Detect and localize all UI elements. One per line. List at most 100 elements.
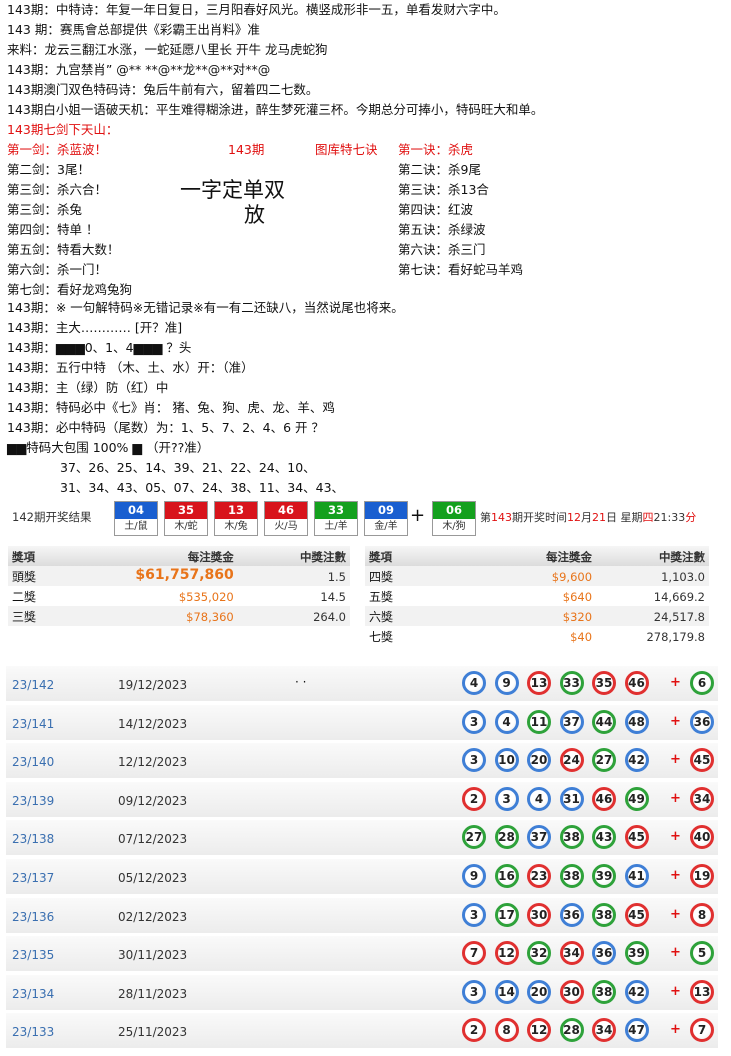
history-ball: 23 [527, 864, 551, 888]
result-ball: 35 木/蛇 [164, 501, 208, 536]
prize-row-bg [365, 606, 709, 626]
history-ball: 9 [462, 864, 486, 888]
history-special: 34 [690, 786, 714, 811]
history-ball: 12 [527, 1018, 551, 1043]
history-issue: 23/136 [12, 909, 55, 924]
history-ball: 38 [559, 864, 584, 888]
result-ball: 04 土/鼠 [114, 501, 158, 536]
history-ball: 34 [592, 1018, 616, 1043]
history-ball: 33 [559, 671, 584, 695]
next-draw-part: 21 [592, 511, 606, 524]
history-ball: 3 [462, 979, 486, 1004]
history-ball: 34 [559, 941, 584, 966]
sword-line: 第四诀：红波 [398, 202, 474, 217]
sword-line: 第三剑：杀兔 [7, 202, 83, 217]
history-ball: 45 [624, 902, 649, 927]
result-number: 13 [215, 502, 257, 519]
center-issue: 143期 [228, 142, 265, 157]
sword-line: 第三剑：杀六合！ [7, 182, 108, 197]
history-ball: 4 [462, 671, 486, 695]
history-issue: 23/138 [12, 832, 55, 847]
next-draw-part: 143 [491, 511, 512, 524]
history-special: 7 [690, 1018, 714, 1043]
prize-header: 每注獎金 [546, 550, 593, 564]
history-ball: 3 [462, 709, 486, 734]
history-ball: 2 [462, 1018, 486, 1043]
text-line: 143期：※ 一句解特码※无错记录※有一有二还缺八，当然说尾也将来。 [7, 300, 404, 315]
history-date: 02/12/2023 [118, 909, 188, 924]
text-line: 143期：主大………… [开？准] [7, 320, 183, 335]
next-draw-part: 日 星期 [606, 511, 643, 524]
result-ball: 46 火/马 [264, 501, 308, 536]
history-special: 45 [690, 748, 714, 773]
history-issue: 23/140 [12, 755, 55, 770]
history-ball: 4 [527, 786, 551, 811]
text-line: 143期：九宫禁肖” @** **@**龙**@**对**@ [7, 62, 271, 77]
prize-count: 264.0 [313, 610, 346, 624]
history-ball: 46 [624, 671, 649, 695]
prize-amount: $640 [562, 590, 593, 604]
draw-title: 142期开奖结果 [12, 510, 92, 524]
history-ball: 28 [559, 1018, 584, 1043]
prize-count: 278,179.8 [646, 630, 705, 644]
history-issue: 23/137 [12, 871, 55, 885]
history-ball: 47 [624, 1018, 649, 1043]
history-ball: 42 [624, 748, 649, 773]
prize-name: 三獎 [12, 610, 37, 624]
history-ball: 2 [462, 786, 486, 811]
next-draw-part: 12 [567, 511, 581, 524]
history-ball: 39 [624, 941, 649, 966]
result-zodiac: 火/马 [274, 521, 298, 532]
history-ball: 49 [624, 786, 649, 811]
history-ball: 8 [494, 1018, 519, 1043]
history-ball: 38 [592, 979, 616, 1004]
result-ball: 33 土/羊 [314, 501, 358, 536]
history-ball: 44 [592, 709, 616, 734]
text-line: 143期：特码必中《七》肖： 猪、兔、狗、虎、龙、羊、鸡 [7, 400, 335, 415]
text-line: 143期：五行中特 （木、土、水）开：（准） [7, 360, 254, 375]
history-date: 25/11/2023 [118, 1025, 188, 1040]
sword-line: 第五诀：杀绿波 [398, 222, 486, 237]
result-zodiac: 木/狗 [442, 521, 466, 532]
history-ball: 36 [559, 902, 584, 927]
history-ball: 4 [494, 709, 519, 734]
history-ball: 38 [592, 902, 616, 927]
history-ball: 30 [527, 902, 551, 927]
history-issue: 23/133 [12, 1025, 55, 1040]
sword-line: 第五剑：特看大数！ [7, 242, 120, 257]
result-zodiac: 木/蛇 [174, 521, 198, 532]
text-line: 143期白小姐一语破天机：平生难得糊涂进，醉生梦死灌三杯。今期总分可捧小，特码旺… [7, 102, 544, 117]
text-line: 37、26、25、14、39、21、22、24、10、 [60, 460, 316, 475]
history-plus: + [670, 945, 681, 961]
result-number: 06 [433, 502, 475, 519]
history-special: 8 [690, 902, 714, 927]
prize-header-bg [8, 546, 350, 566]
next-draw-part: 21:33 [653, 511, 686, 524]
history-plus: + [670, 983, 681, 999]
big-text: 一字定单双 [180, 178, 285, 202]
next-draw: 第143期开奖时间12月21日 星期四21:33分 [480, 510, 696, 526]
history-date: 28/11/2023 [118, 986, 188, 1001]
center-title: 图库特七诀 [315, 142, 378, 157]
prize-count: 1.5 [327, 570, 346, 584]
sword-line: 第六剑：杀一门！ [7, 262, 108, 277]
prize-header: 每注獎金 [187, 550, 234, 564]
history-ball: 24 [559, 748, 584, 773]
history-special: 40 [690, 825, 714, 850]
history-note: · · [295, 675, 307, 689]
prize-amount: $535,020 [178, 590, 234, 604]
result-number: 04 [115, 502, 157, 519]
sword-line: 第一剑：杀蓝波！ [7, 142, 108, 157]
history-ball: 13 [527, 671, 551, 695]
history-issue: 23/135 [12, 948, 55, 963]
result-number: 46 [265, 502, 307, 519]
history-ball: 20 [527, 748, 551, 773]
history-issue: 23/139 [12, 793, 55, 808]
prize-count: 1,103.0 [661, 570, 705, 584]
history-date: 14/12/2023 [118, 716, 188, 731]
text-line: ▆▆特码大包围 100% ▆ （开??准） [7, 440, 210, 455]
history-ball: 39 [592, 864, 616, 888]
history-plus: + [670, 1022, 681, 1038]
history-ball: 32 [527, 941, 551, 966]
